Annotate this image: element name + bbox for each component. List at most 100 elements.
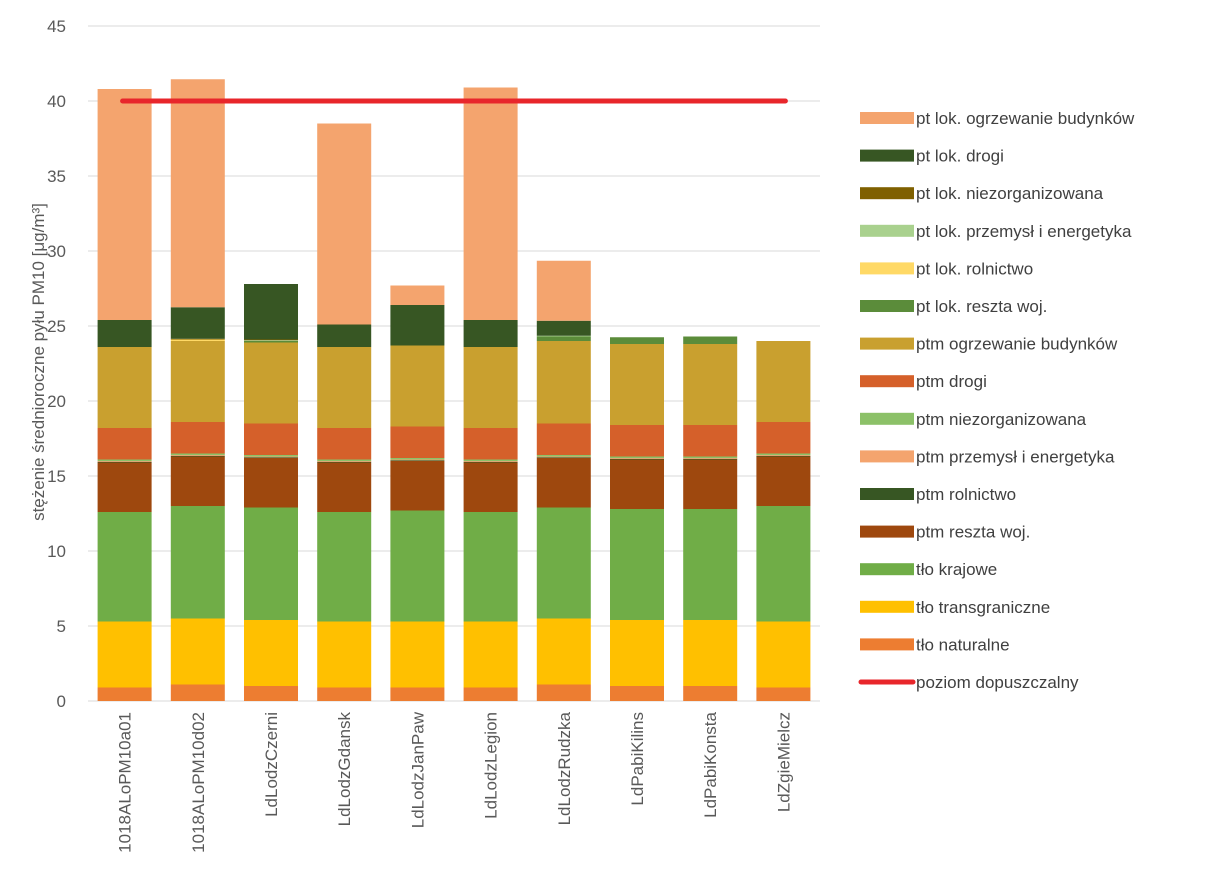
legend-swatch bbox=[860, 525, 914, 538]
y-tick-label: 10 bbox=[47, 542, 66, 561]
bar-segment bbox=[756, 621, 811, 688]
bar-segment bbox=[463, 461, 518, 463]
legend-swatch bbox=[860, 187, 914, 200]
bar-segment bbox=[610, 458, 664, 460]
bar-segment bbox=[317, 324, 372, 347]
bar-segment bbox=[97, 461, 152, 463]
bar-segment bbox=[683, 344, 738, 425]
legend-label: poziom dopuszczalny bbox=[916, 673, 1079, 692]
bar-segment bbox=[390, 687, 445, 701]
bar-segment bbox=[97, 89, 152, 320]
bar-segment bbox=[463, 459, 518, 461]
bar-segment bbox=[536, 341, 591, 424]
bar-segment bbox=[244, 457, 298, 458]
y-tick-label: 40 bbox=[47, 92, 66, 111]
bar-segment bbox=[463, 512, 518, 622]
legend-swatch bbox=[860, 149, 914, 162]
bar-segment bbox=[390, 345, 445, 427]
bar-segment bbox=[390, 305, 445, 346]
bar-segment bbox=[536, 335, 591, 337]
bars bbox=[97, 79, 811, 701]
legend-label: ptm reszta woj. bbox=[916, 523, 1030, 542]
legend-label: tło naturalne bbox=[916, 635, 1010, 654]
bar-segment bbox=[610, 459, 664, 509]
bar-segment bbox=[610, 620, 664, 686]
legend-swatch bbox=[860, 262, 914, 275]
bar-segment bbox=[756, 422, 811, 454]
bar-segment bbox=[536, 458, 591, 508]
bar-segment bbox=[170, 422, 225, 454]
bar-segment bbox=[756, 687, 811, 701]
bar-segment bbox=[683, 459, 738, 509]
legend-label: ptm ogrzewanie budynków bbox=[916, 335, 1118, 354]
bar-segment bbox=[97, 428, 152, 460]
legend-swatch bbox=[860, 638, 914, 651]
bar-segment bbox=[244, 284, 298, 340]
y-tick-label: 30 bbox=[47, 242, 66, 261]
legend-label: tło transgraniczne bbox=[916, 598, 1050, 617]
bar-segment bbox=[683, 509, 738, 620]
legend-label: pt lok. rolnictwo bbox=[916, 259, 1033, 278]
x-tick-label: LdPabiKilins bbox=[628, 712, 647, 806]
bar-segment bbox=[390, 510, 445, 622]
bar-segment bbox=[244, 458, 298, 508]
bar-segment bbox=[683, 456, 738, 458]
y-tick-label: 25 bbox=[47, 317, 66, 336]
bar-segment bbox=[97, 347, 152, 428]
bar-segment bbox=[317, 459, 372, 461]
y-axis-label: stężenie średnioroczne pyłu PM10 [μg/m³] bbox=[29, 203, 48, 521]
bar-segment bbox=[683, 336, 738, 344]
bar-segment bbox=[463, 428, 518, 460]
bar-segment bbox=[390, 458, 445, 460]
bar-segment bbox=[170, 341, 225, 422]
bar-segment bbox=[610, 458, 664, 459]
bar-segment bbox=[683, 458, 738, 459]
bar-segment bbox=[390, 621, 445, 688]
bar-segment bbox=[244, 339, 298, 341]
bar-segment bbox=[317, 461, 372, 462]
legend-swatch bbox=[860, 337, 914, 350]
legend-label: pt lok. przemysł i energetyka bbox=[916, 222, 1132, 241]
bar-segment bbox=[756, 453, 811, 455]
x-tick-label: LdLodzCzerni bbox=[262, 712, 281, 817]
bar-segment bbox=[170, 506, 225, 619]
bar-segment bbox=[610, 337, 664, 344]
legend-label: ptm niezorganizowana bbox=[916, 410, 1087, 429]
x-tick-label: LdLodzRudzka bbox=[555, 711, 574, 825]
legend: pt lok. ogrzewanie budynków pt lok. drogi… bbox=[858, 109, 1135, 692]
bar-segment bbox=[463, 462, 518, 512]
bar-segment bbox=[244, 507, 298, 620]
bar-segment bbox=[390, 459, 445, 461]
bar-segment bbox=[536, 260, 591, 321]
bar-segment bbox=[244, 686, 298, 701]
bar-segment bbox=[463, 621, 518, 688]
bar-segment bbox=[536, 684, 591, 701]
bar-segment bbox=[97, 687, 152, 701]
legend-swatch bbox=[860, 488, 914, 500]
bar-segment bbox=[390, 461, 445, 511]
bar-segment bbox=[244, 341, 298, 343]
bar-segment bbox=[170, 339, 225, 341]
x-tick-label: LdPabiKonsta bbox=[701, 711, 720, 817]
bar-segment bbox=[97, 320, 152, 347]
y-tick-label: 45 bbox=[47, 17, 66, 36]
bar-segment bbox=[97, 461, 152, 462]
bar-segment bbox=[463, 347, 518, 428]
legend-label: ptm drogi bbox=[916, 372, 987, 391]
legend-label: ptm przemysł i energetyka bbox=[916, 447, 1115, 466]
y-axis-ticks: 0 5 10 15 20 25 30 35 40 45 bbox=[47, 17, 66, 711]
bar-segment bbox=[170, 79, 225, 308]
bar-segment bbox=[756, 456, 811, 506]
bar-segment bbox=[317, 687, 372, 701]
bar-segment bbox=[97, 459, 152, 461]
y-tick-label: 5 bbox=[57, 617, 66, 636]
bar-segment bbox=[170, 453, 225, 455]
y-tick-label: 0 bbox=[57, 692, 66, 711]
legend-label: pt lok. reszta woj. bbox=[916, 297, 1047, 316]
x-tick-label: LdLodzGdansk bbox=[335, 712, 354, 827]
bar-segment bbox=[683, 620, 738, 686]
bar-segment bbox=[610, 344, 664, 425]
bar-segment bbox=[317, 512, 372, 622]
bar-segment bbox=[463, 87, 518, 320]
bar-segment bbox=[756, 455, 811, 457]
